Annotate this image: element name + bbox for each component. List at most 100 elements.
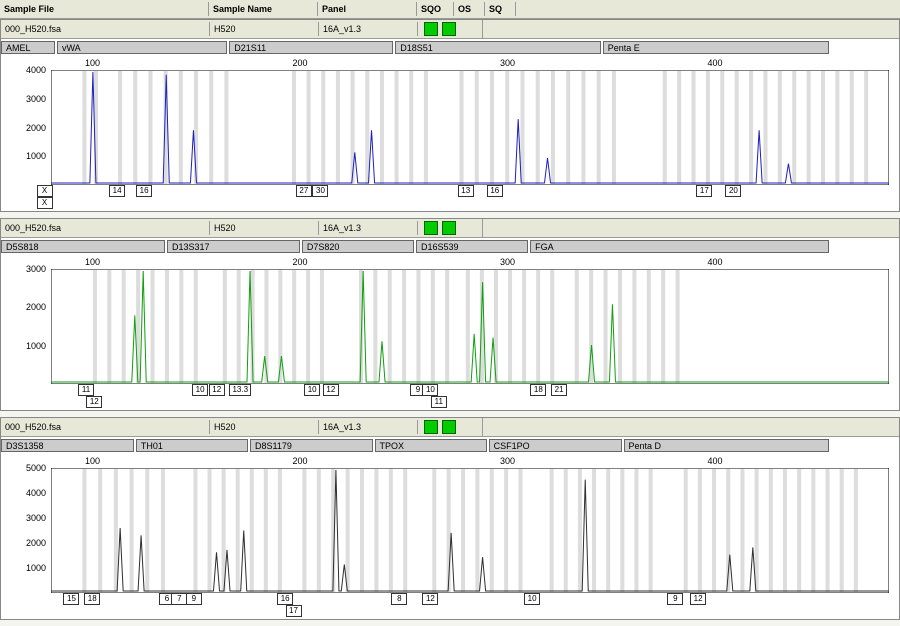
allele-call[interactable]: X xyxy=(37,185,53,197)
locus-label: D18S51 xyxy=(395,41,601,54)
y-tick-label: 4000 xyxy=(26,488,46,498)
allele-call[interactable]: 12 xyxy=(323,384,339,396)
allele-call[interactable]: 14 xyxy=(109,185,125,197)
allele-call[interactable]: 10 xyxy=(524,593,540,605)
locus-label: D7S820 xyxy=(302,240,414,253)
locus-label-row: D5S818D13S317D7S820D16S539FGA xyxy=(1,238,899,257)
header-sample-file: Sample File xyxy=(0,2,209,16)
x-tick-label: 300 xyxy=(500,58,515,68)
allele-call[interactable]: 18 xyxy=(84,593,100,605)
chart-plot: 100020003000 xyxy=(51,269,889,384)
x-tick-label: 300 xyxy=(500,257,515,267)
allele-call[interactable]: 9 xyxy=(186,593,202,605)
allele-call[interactable]: 12 xyxy=(690,593,706,605)
allele-call[interactable]: 10 xyxy=(192,384,208,396)
locus-label: D3S1358 xyxy=(1,439,134,452)
sample-info-row: 000_H520.fsa H520 16A_v1.3 xyxy=(1,418,899,437)
status-cell xyxy=(418,418,483,436)
allele-call[interactable]: 10 xyxy=(304,384,320,396)
locus-label: FGA xyxy=(530,240,829,253)
locus-label: TPOX xyxy=(375,439,487,452)
allele-call[interactable]: 13.3 xyxy=(229,384,251,396)
allele-call[interactable]: 10 xyxy=(422,384,438,396)
allele-call[interactable]: 15 xyxy=(63,593,79,605)
allele-call[interactable]: 30 xyxy=(312,185,328,197)
y-tick-label: 2000 xyxy=(26,123,46,133)
y-tick-label: 2000 xyxy=(26,538,46,548)
y-axis-labels: 10002000300040005000 xyxy=(11,468,46,593)
sample-name-value: H520 xyxy=(210,420,319,434)
x-tick-label: 200 xyxy=(292,257,307,267)
allele-call[interactable]: 16 xyxy=(277,593,293,605)
x-tick-label: 400 xyxy=(707,257,722,267)
allele-call-row: 1112101213.31012910111821 xyxy=(1,384,899,410)
status-indicator-icon xyxy=(424,221,438,235)
sample-info-row: 000_H520.fsa H520 16A_v1.3 xyxy=(1,20,899,39)
x-tick-label: 200 xyxy=(292,58,307,68)
allele-call[interactable]: 12 xyxy=(209,384,225,396)
sample-file-value: 000_H520.fsa xyxy=(1,420,210,434)
status-cell xyxy=(418,20,483,38)
allele-call-row: XX 14 16 2730 13 16 17 20 xyxy=(1,185,899,211)
allele-call[interactable]: 17 xyxy=(286,605,302,617)
x-axis-ticks: 100200300400 xyxy=(51,58,889,70)
allele-call[interactable]: 8 xyxy=(391,593,407,605)
allele-call[interactable]: 20 xyxy=(725,185,741,197)
allele-call[interactable]: 16 xyxy=(136,185,152,197)
allele-call[interactable]: 18 xyxy=(530,384,546,396)
allele-call[interactable]: 11 xyxy=(78,384,94,396)
y-tick-label: 5000 xyxy=(26,463,46,473)
locus-label-row: D3S1358TH01D8S1179TPOXCSF1POPenta D xyxy=(1,437,899,456)
x-tick-label: 400 xyxy=(707,456,722,466)
locus-label: AMEL xyxy=(1,41,55,54)
header-sample-name: Sample Name xyxy=(209,2,318,16)
sample-name-value: H520 xyxy=(210,22,319,36)
chart-svg xyxy=(51,468,889,593)
header-os: OS xyxy=(454,2,485,16)
allele-call[interactable]: 21 xyxy=(551,384,567,396)
allele-call[interactable]: 17 xyxy=(696,185,712,197)
y-tick-label: 4000 xyxy=(26,65,46,75)
locus-label: D5S818 xyxy=(1,240,165,253)
chart-svg xyxy=(51,269,889,384)
allele-call[interactable]: 27 xyxy=(296,185,312,197)
locus-label: D16S539 xyxy=(416,240,528,253)
allele-call[interactable]: 16 xyxy=(487,185,503,197)
sample-file-value: 000_H520.fsa xyxy=(1,22,210,36)
allele-call[interactable]: 11 xyxy=(431,396,447,408)
locus-label: D21S11 xyxy=(229,41,393,54)
allele-call[interactable]: 13 xyxy=(458,185,474,197)
sample-name-value: H520 xyxy=(210,221,319,235)
electropherogram-panel: 000_H520.fsa H520 16A_v1.3 AMELvWAD21S11… xyxy=(0,19,900,212)
header-panel: Panel xyxy=(318,2,417,16)
locus-label: CSF1PO xyxy=(489,439,622,452)
locus-label: D8S1179 xyxy=(250,439,373,452)
sample-file-value: 000_H520.fsa xyxy=(1,221,210,235)
x-tick-label: 400 xyxy=(707,58,722,68)
panel-value: 16A_v1.3 xyxy=(319,420,418,434)
locus-label: Penta D xyxy=(624,439,830,452)
y-axis-labels: 1000200030004000 xyxy=(11,70,46,185)
electropherogram-panel: 000_H520.fsa H520 16A_v1.3 D3S1358TH01D8… xyxy=(0,417,900,620)
y-tick-label: 1000 xyxy=(26,563,46,573)
x-axis-ticks: 100200300400 xyxy=(51,456,889,468)
allele-call[interactable]: 12 xyxy=(86,396,102,408)
locus-label: TH01 xyxy=(136,439,248,452)
sample-info-row: 000_H520.fsa H520 16A_v1.3 xyxy=(1,219,899,238)
locus-label: vWA xyxy=(57,41,227,54)
status-indicator-icon xyxy=(424,420,438,434)
electropherogram-panel: 000_H520.fsa H520 16A_v1.3 D5S818D13S317… xyxy=(0,218,900,411)
header-sqo: SQO xyxy=(417,2,454,16)
header-sq: SQ xyxy=(485,2,516,16)
chart-svg xyxy=(51,70,889,185)
allele-call[interactable]: 9 xyxy=(667,593,683,605)
y-tick-label: 2000 xyxy=(26,302,46,312)
x-tick-label: 100 xyxy=(85,456,100,466)
allele-call[interactable]: 12 xyxy=(422,593,438,605)
allele-call[interactable]: X xyxy=(37,197,53,209)
x-axis-ticks: 100 200 300 400 xyxy=(51,257,889,269)
y-tick-label: 3000 xyxy=(26,94,46,104)
status-indicator-icon xyxy=(442,420,456,434)
chart-plot: 10002000300040005000 xyxy=(51,468,889,593)
x-tick-label: 100 xyxy=(85,257,100,267)
